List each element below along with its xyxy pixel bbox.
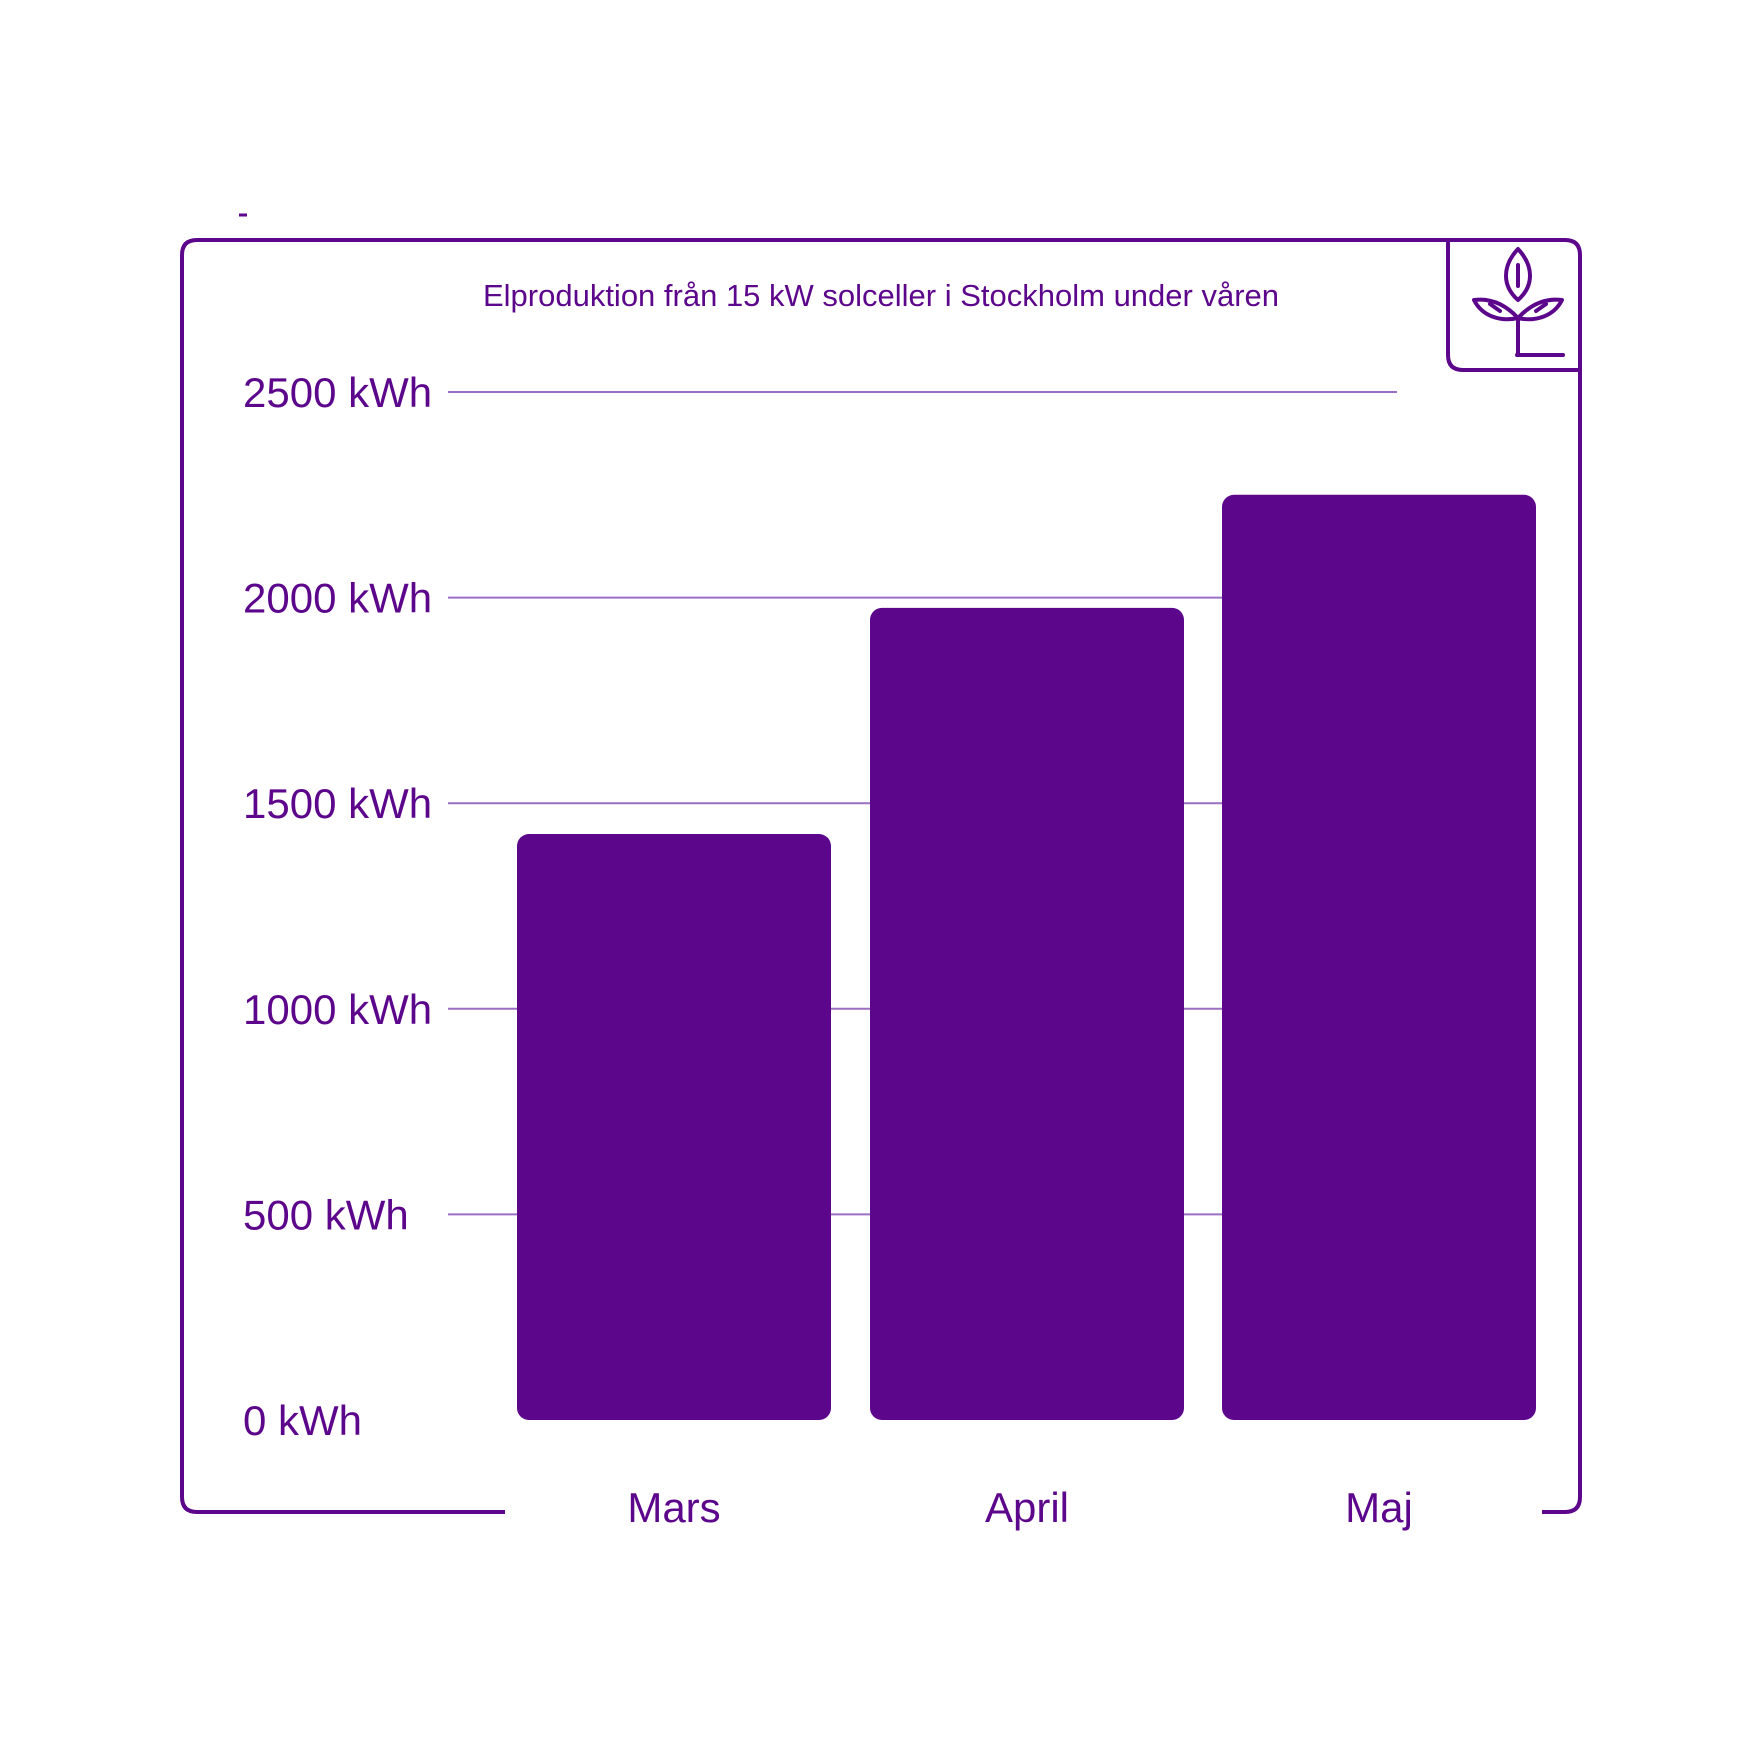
bar <box>870 607 1184 1420</box>
chart-title: Elproduktion från 15 kW solceller i Stoc… <box>483 278 1279 313</box>
y-tick-label: 1500 kWh <box>243 780 432 827</box>
y-tick-label: 1000 kWh <box>243 986 432 1033</box>
logo-tab-border <box>1446 242 1580 372</box>
bars <box>517 494 1536 1420</box>
chart-frame <box>180 238 1582 1514</box>
bar <box>1222 494 1536 1420</box>
x-tick-label: Maj <box>1345 1484 1413 1531</box>
y-tick-label: 2000 kWh <box>243 575 432 622</box>
logo-badge <box>1446 242 1580 372</box>
x-tick-label: Mars <box>627 1484 720 1531</box>
y-tick-label: 0 kWh <box>243 1397 362 1444</box>
y-axis-tick-labels: 0 kWh 500 kWh 1000 kWh 1500 kWh 2000 kWh 2500… <box>243 369 432 1444</box>
x-tick-label: April <box>985 1484 1069 1531</box>
plant-sprout-icon <box>1472 247 1565 357</box>
y-tick-label: 2500 kWh <box>243 369 432 416</box>
x-axis-category-labels: Mars April Maj <box>627 1484 1413 1531</box>
bar <box>517 834 831 1420</box>
y-tick-label: 500 kWh <box>243 1191 409 1238</box>
